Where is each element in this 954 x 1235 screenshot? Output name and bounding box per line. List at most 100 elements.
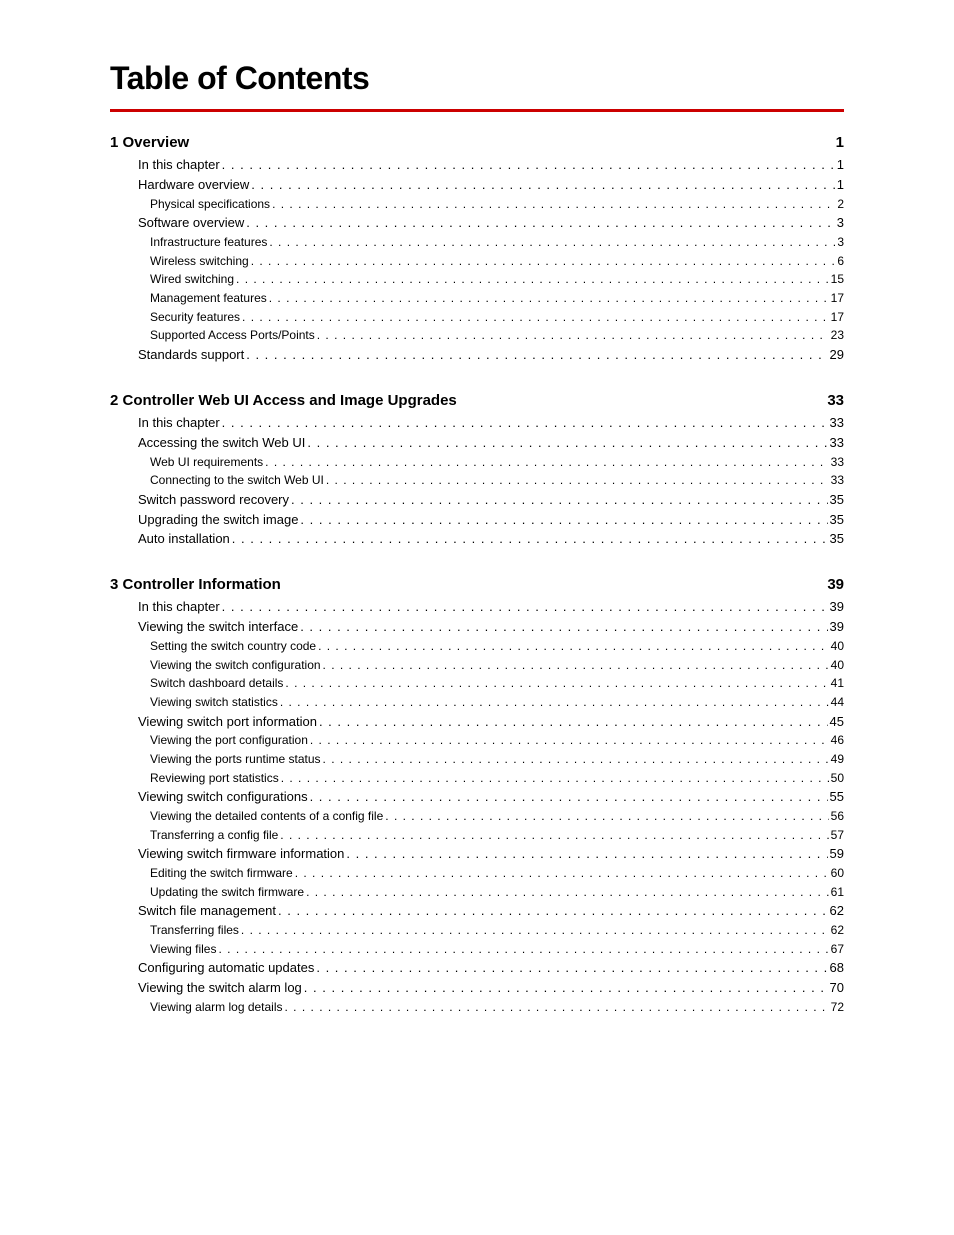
toc-entry-page: 50: [829, 771, 844, 787]
toc-leader-dots: . . . . . . . . . . . . . . . . . . . . …: [222, 599, 828, 616]
toc-leader-dots: . . . . . . . . . . . . . . . . . . . . …: [280, 695, 829, 711]
toc-leader-dots: . . . . . . . . . . . . . . . . . . . . …: [285, 676, 828, 692]
toc-entry: Supported Access Ports/Points . . . . . …: [110, 328, 844, 344]
toc-entry-page: 62: [829, 923, 844, 939]
toc-entry-label: Wireless switching: [150, 254, 251, 270]
toc-entry: Switch file management . . . . . . . . .…: [110, 903, 844, 920]
page-title: Table of Contents: [110, 60, 844, 97]
toc-entry-page: 62: [828, 903, 844, 920]
toc-entry-label: Switch password recovery: [138, 492, 291, 509]
toc-entry: Configuring automatic updates . . . . . …: [110, 960, 844, 977]
toc-entry-label: Viewing the switch configuration: [150, 658, 323, 674]
toc-leader-dots: . . . . . . . . . . . . . . . . . . . . …: [323, 658, 829, 674]
toc-leader-dots: . . . . . . . . . . . . . . . . . . . . …: [318, 639, 829, 655]
toc-leader-dots: . . . . . . . . . . . . . . . . . . . . …: [323, 752, 829, 768]
toc-entry-label: Management features: [150, 291, 269, 307]
toc-entry: Connecting to the switch Web UI . . . . …: [110, 473, 844, 489]
toc-leader-dots: . . . . . . . . . . . . . . . . . . . . …: [251, 254, 836, 270]
chapter-header: 1 Overview1: [110, 134, 844, 151]
toc-entry: Viewing the switch alarm log . . . . . .…: [110, 980, 844, 997]
toc-entry-label: Viewing the switch interface: [138, 619, 300, 636]
toc-entry: Software overview . . . . . . . . . . . …: [110, 215, 844, 232]
toc-entry-page: 56: [829, 809, 844, 825]
toc-entry-page: 60: [829, 866, 844, 882]
toc-entry-label: Reviewing port statistics: [150, 771, 281, 787]
toc-entry: Setting the switch country code . . . . …: [110, 639, 844, 655]
toc-entry-page: 72: [829, 1000, 844, 1016]
toc-entry: Viewing the switch configuration . . . .…: [110, 658, 844, 674]
toc-entry-label: Accessing the switch Web UI: [138, 435, 307, 452]
chapter-page: 1: [836, 134, 844, 151]
toc-entry-page: 57: [829, 828, 844, 844]
toc-entry: Standards support . . . . . . . . . . . …: [110, 347, 844, 364]
toc-entry-label: Hardware overview: [138, 177, 251, 194]
toc-leader-dots: . . . . . . . . . . . . . . . . . . . . …: [246, 347, 827, 364]
toc-leader-dots: . . . . . . . . . . . . . . . . . . . . …: [265, 455, 828, 471]
toc-entry-page: 3: [835, 215, 844, 232]
toc-leader-dots: . . . . . . . . . . . . . . . . . . . . …: [241, 923, 829, 939]
chapter-page: 39: [827, 576, 844, 593]
toc-entry: Viewing switch statistics . . . . . . . …: [110, 695, 844, 711]
toc-entry-label: Switch dashboard details: [150, 676, 285, 692]
toc-entry-page: 6: [835, 254, 844, 270]
toc-leader-dots: . . . . . . . . . . . . . . . . . . . . …: [316, 960, 827, 977]
toc-entry: Switch password recovery . . . . . . . .…: [110, 492, 844, 509]
toc-leader-dots: . . . . . . . . . . . . . . . . . . . . …: [232, 531, 828, 548]
toc-leader-dots: . . . . . . . . . . . . . . . . . . . . …: [278, 903, 828, 920]
toc-entry-page: 15: [829, 272, 844, 288]
toc-entry: Viewing switch firmware information . . …: [110, 846, 844, 863]
toc-entry: Switch dashboard details . . . . . . . .…: [110, 676, 844, 692]
toc-leader-dots: . . . . . . . . . . . . . . . . . . . . …: [306, 885, 829, 901]
toc-entry-page: 39: [828, 599, 844, 616]
toc-entry: Viewing alarm log details . . . . . . . …: [110, 1000, 844, 1016]
toc-entry-label: In this chapter: [138, 415, 222, 432]
toc-entry-page: 61: [829, 885, 844, 901]
toc-entry: In this chapter . . . . . . . . . . . . …: [110, 599, 844, 616]
toc-entry-label: Security features: [150, 310, 242, 326]
toc-leader-dots: . . . . . . . . . . . . . . . . . . . . …: [246, 215, 835, 232]
toc-entry-page: 40: [829, 639, 844, 655]
toc-entry-label: Viewing switch configurations: [138, 789, 310, 806]
toc-entry-label: Viewing alarm log details: [150, 1000, 285, 1016]
toc-entry-label: Switch file management: [138, 903, 278, 920]
toc-entry: Web UI requirements . . . . . . . . . . …: [110, 455, 844, 471]
toc-entry-label: Viewing the switch alarm log: [138, 980, 304, 997]
toc-entry-page: 33: [828, 435, 844, 452]
chapter-ch2: 2 Controller Web UI Access and Image Upg…: [110, 392, 844, 549]
toc-entry-label: Standards support: [138, 347, 246, 364]
chapter-title: 3 Controller Information: [110, 576, 281, 593]
toc-entry: Viewing the switch interface . . . . . .…: [110, 619, 844, 636]
toc-leader-dots: . . . . . . . . . . . . . . . . . . . . …: [310, 733, 829, 749]
toc-entry: Security features . . . . . . . . . . . …: [110, 310, 844, 326]
toc-entry-page: 17: [829, 291, 844, 307]
chapter-ch1: 1 Overview1 In this chapter . . . . . . .…: [110, 134, 844, 364]
toc-entry-page: 1: [835, 177, 844, 194]
toc-entry: Upgrading the switch image . . . . . . .…: [110, 512, 844, 529]
toc-entry: Wired switching . . . . . . . . . . . . …: [110, 272, 844, 288]
toc-entry-label: In this chapter: [138, 157, 222, 174]
toc-entry: Physical specifications . . . . . . . . …: [110, 197, 844, 213]
toc-entry: Auto installation . . . . . . . . . . . …: [110, 531, 844, 548]
toc-entry-page: 29: [828, 347, 844, 364]
toc-entry-page: 45: [828, 714, 844, 731]
toc-entry-page: 44: [829, 695, 844, 711]
toc-leader-dots: . . . . . . . . . . . . . . . . . . . . …: [300, 512, 827, 529]
toc-leader-dots: . . . . . . . . . . . . . . . . . . . . …: [285, 1000, 829, 1016]
toc-entry: Viewing the port configuration . . . . .…: [110, 733, 844, 749]
toc-entry-label: Viewing the detailed contents of a confi…: [150, 809, 385, 825]
toc-entry-page: 67: [829, 942, 844, 958]
toc-leader-dots: . . . . . . . . . . . . . . . . . . . . …: [326, 473, 829, 489]
toc-entry-page: 68: [828, 960, 844, 977]
toc-entry-label: Viewing the port configuration: [150, 733, 310, 749]
toc-entry-page: 33: [829, 473, 844, 489]
toc-entry-label: Setting the switch country code: [150, 639, 318, 655]
toc-entry-page: 2: [835, 197, 844, 213]
toc-entry-page: 49: [829, 752, 844, 768]
toc-entry-label: In this chapter: [138, 599, 222, 616]
toc-entry-label: Editing the switch firmware: [150, 866, 295, 882]
toc-entry-label: Viewing files: [150, 942, 218, 958]
toc-entry: Transferring files . . . . . . . . . . .…: [110, 923, 844, 939]
toc-entry: Transferring a config file . . . . . . .…: [110, 828, 844, 844]
toc-leader-dots: . . . . . . . . . . . . . . . . . . . . …: [281, 771, 829, 787]
toc-entry-label: Software overview: [138, 215, 246, 232]
